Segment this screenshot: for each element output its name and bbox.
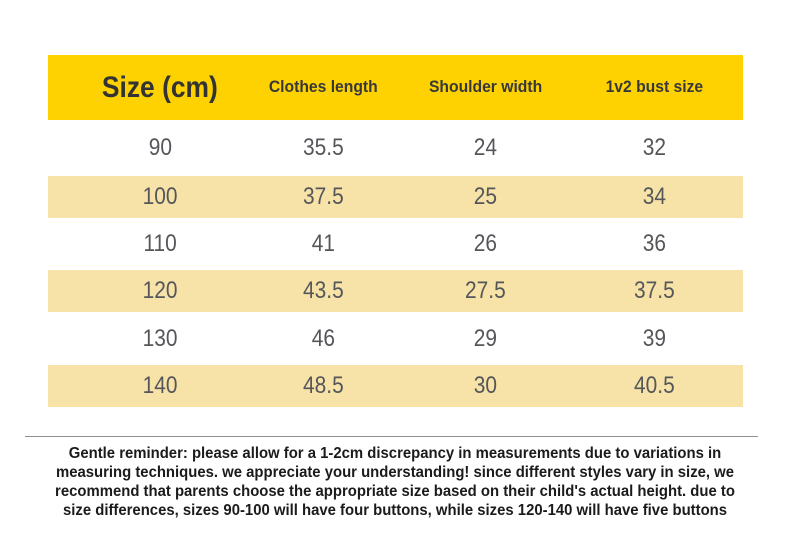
cell-shoulder-width: 27.5 bbox=[465, 277, 506, 304]
cell-shoulder-width: 24 bbox=[473, 134, 498, 161]
cell-shoulder-width: 26 bbox=[473, 230, 498, 257]
cell-size: 120 bbox=[142, 277, 178, 304]
cell-size: 110 bbox=[143, 230, 177, 257]
header-cell-size: Size (cm) bbox=[48, 55, 243, 120]
cell-clothes-length: 46 bbox=[311, 324, 336, 352]
cell-clothes-length: 41 bbox=[311, 230, 336, 257]
header-cell-bust-size: 1v2 bust size bbox=[566, 55, 743, 120]
shoulder-width-label: Shoulder width bbox=[428, 78, 543, 96]
table-row: 120 43.5 27.5 37.5 bbox=[48, 270, 743, 312]
cell-bust-size: 40.5 bbox=[634, 372, 676, 399]
size-table: Size (cm) Clothes length Shoulder width … bbox=[48, 55, 743, 407]
table-row: 140 48.5 30 40.5 bbox=[48, 365, 743, 407]
cell-size: 90 bbox=[148, 134, 172, 161]
cell-shoulder-width: 25 bbox=[473, 183, 498, 210]
reminder-line: size differences, sizes 90-100 will have… bbox=[62, 502, 728, 519]
cell-bust-size: 36 bbox=[643, 230, 667, 257]
reminder-note: Gentle reminder: please allow for a 1-2c… bbox=[0, 444, 790, 520]
cell-bust-size: 39 bbox=[643, 324, 667, 352]
cell-size: 140 bbox=[142, 372, 178, 399]
table-header-row: Size (cm) Clothes length Shoulder width … bbox=[48, 55, 743, 120]
table-body: 90 35.5 24 32 100 37.5 25 34 110 41 26 3… bbox=[48, 120, 743, 407]
table-row: 110 41 26 36 bbox=[48, 218, 743, 270]
table-row: 100 37.5 25 34 bbox=[48, 176, 743, 218]
clothes-length-label: Clothes length bbox=[269, 78, 378, 96]
cell-bust-size: 37.5 bbox=[634, 277, 676, 304]
reminder-line: Gentle reminder: please allow for a 1-2c… bbox=[68, 445, 722, 462]
cell-size: 130 bbox=[142, 324, 178, 352]
table-row: 90 35.5 24 32 bbox=[48, 120, 743, 176]
cell-clothes-length: 35.5 bbox=[303, 134, 344, 161]
cell-shoulder-width: 30 bbox=[473, 372, 498, 399]
cell-clothes-length: 37.5 bbox=[303, 183, 344, 210]
header-cell-shoulder-width: Shoulder width bbox=[405, 55, 567, 120]
cell-size: 100 bbox=[142, 183, 178, 210]
cell-clothes-length: 48.5 bbox=[303, 372, 344, 399]
cell-clothes-length: 43.5 bbox=[303, 277, 344, 304]
bust-size-label: 1v2 bust size bbox=[605, 78, 704, 96]
header-cell-clothes-length: Clothes length bbox=[243, 55, 405, 120]
reminder-line: recommend that parents choose the approp… bbox=[55, 483, 735, 500]
cell-shoulder-width: 29 bbox=[473, 324, 498, 352]
cell-bust-size: 32 bbox=[643, 134, 667, 161]
divider-line bbox=[25, 436, 758, 437]
reminder-line: measuring techniques. we appreciate your… bbox=[55, 464, 735, 481]
cell-bust-size: 34 bbox=[643, 183, 667, 210]
size-cm-label: Size (cm) bbox=[102, 70, 219, 104]
table-row: 130 46 29 39 bbox=[48, 312, 743, 365]
